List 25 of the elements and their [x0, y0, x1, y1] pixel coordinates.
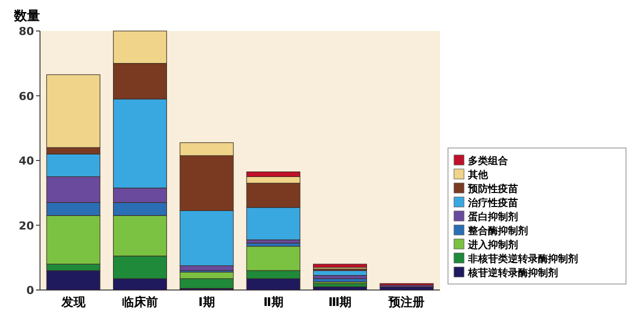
y-axis-title: 数量 [13, 9, 40, 24]
x-tick-label: Ⅱ期 [263, 295, 284, 309]
y-tick-label: 60 [18, 90, 34, 103]
bar [313, 264, 367, 268]
legend-label: 非核苷类逆转录酶抑制剂 [467, 253, 578, 265]
y-tick-label: 20 [18, 219, 34, 232]
bar [313, 270, 367, 276]
x-tick-label: 临床前 [122, 295, 158, 309]
y-tick-label: 40 [18, 154, 34, 168]
bar [380, 286, 434, 290]
legend-label: 其他 [467, 169, 489, 181]
x-tick-label: Ⅰ期 [198, 295, 215, 309]
bar [313, 286, 367, 290]
y-tick-label: 0 [26, 284, 34, 297]
legend-label: 治疗性疫苗 [467, 197, 518, 209]
legend-label: 预防性疫苗 [467, 183, 518, 195]
x-tick-label: 预注册 [388, 295, 425, 309]
legend-label: 多类组合 [468, 155, 509, 167]
x-tick-label: 发现 [60, 295, 86, 309]
y-tick-label: 80 [18, 25, 34, 38]
x-tick-label: Ⅲ期 [328, 295, 352, 309]
legend-label: 蛋白抑制剂 [467, 211, 518, 223]
legend-label: 整合酶抑制剂 [467, 225, 528, 237]
legend-label: 核苷逆转录酶抑制剂 [467, 267, 558, 279]
legend-label: 进入抑制剂 [467, 239, 518, 251]
